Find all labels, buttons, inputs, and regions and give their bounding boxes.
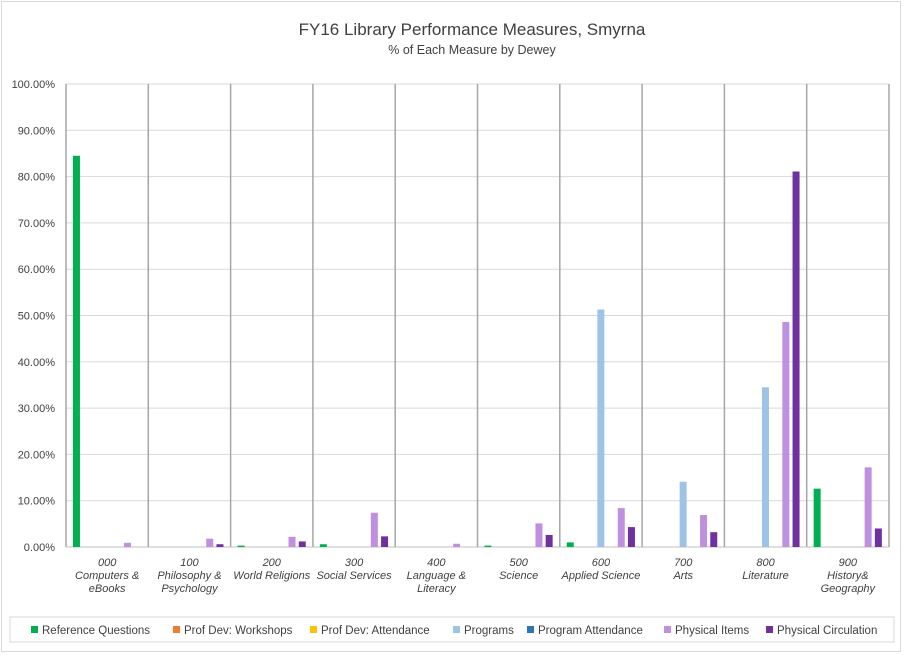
legend-box — [9, 616, 895, 643]
legend-label: Physical Items — [675, 625, 749, 637]
category-dividers — [65, 84, 890, 548]
y-tick-label: 40.00% — [18, 357, 56, 369]
legend-label: Program Attendance — [538, 625, 643, 637]
legend-swatch — [173, 626, 180, 633]
legend-swatch — [527, 626, 534, 633]
legend-swatch — [766, 626, 773, 633]
bar — [288, 536, 296, 547]
bar — [566, 542, 574, 547]
bar — [597, 309, 605, 547]
y-axis: 0.00% 10.00% 20.00% 30.00% 40.00% 50.00% 60.00… — [12, 79, 56, 554]
bar — [535, 523, 543, 547]
legend-label: Prof Dev: Attendance — [321, 625, 430, 637]
bar — [792, 171, 800, 547]
y-tick-label: 60.00% — [18, 264, 56, 276]
legend-label: Physical Circulation — [777, 625, 877, 637]
bar — [319, 544, 327, 547]
bar — [298, 541, 306, 547]
x-tick-label: 200 World Religions — [233, 557, 311, 582]
bar — [761, 387, 769, 547]
legend-label: Prof Dev: Workshops — [184, 625, 293, 637]
bar — [206, 538, 214, 547]
bar — [370, 512, 378, 547]
chart-title: FY16 Library Performance Measures, Smyrn… — [299, 20, 646, 39]
bar — [216, 544, 224, 547]
y-tick-label: 100.00% — [12, 79, 56, 91]
bar — [679, 481, 687, 547]
y-tick-label: 10.00% — [18, 496, 56, 508]
bar — [700, 515, 708, 547]
x-tick-label: 100 Philosophy & Psychology — [157, 557, 221, 595]
bar — [627, 527, 635, 547]
bar — [123, 542, 131, 547]
y-tick-label: 90.00% — [18, 125, 56, 137]
bar — [484, 545, 492, 547]
bar — [813, 488, 821, 547]
legend-label: Programs — [464, 625, 514, 637]
y-tick-label: 70.00% — [18, 218, 56, 230]
x-tick-label: 800 Literature — [742, 557, 788, 582]
legend: Reference Questions Prof Dev: Workshops Pr… — [31, 625, 877, 637]
legend-swatch — [453, 626, 460, 633]
bar — [545, 534, 553, 547]
x-tick-label: 900 History& Geography — [821, 557, 877, 595]
legend-swatch — [664, 626, 671, 633]
y-tick-label: 50.00% — [18, 311, 56, 323]
legend-label: Reference Questions — [42, 625, 150, 637]
bar — [381, 536, 389, 547]
bar — [864, 467, 872, 547]
chart-subtitle: % of Each Measure by Dewey — [388, 43, 556, 57]
bars — [72, 155, 882, 547]
y-tick-label: 0.00% — [24, 542, 55, 554]
bar — [710, 532, 718, 547]
x-tick-label: 700 Arts — [672, 557, 693, 582]
x-tick-label: 000 Computers & eBooks — [75, 557, 139, 595]
x-axis: 000 Computers & eBooks 100 Philosophy & Psych… — [75, 557, 877, 595]
bar — [874, 528, 882, 547]
x-tick-label: 400 Language & Literacy — [407, 557, 466, 595]
x-tick-label: 300 Social Services — [316, 557, 392, 582]
legend-swatch — [31, 626, 38, 633]
y-tick-label: 30.00% — [18, 403, 56, 415]
x-tick-label: 600 Applied Science — [561, 557, 641, 582]
bar — [72, 155, 80, 547]
bar — [782, 321, 790, 547]
bar — [617, 508, 625, 547]
legend-swatch — [310, 626, 317, 633]
y-tick-label: 20.00% — [18, 449, 56, 461]
x-tick-label: 500 Science — [499, 557, 538, 582]
bar — [237, 545, 245, 547]
y-tick-label: 80.00% — [18, 172, 56, 184]
bar — [453, 543, 461, 547]
